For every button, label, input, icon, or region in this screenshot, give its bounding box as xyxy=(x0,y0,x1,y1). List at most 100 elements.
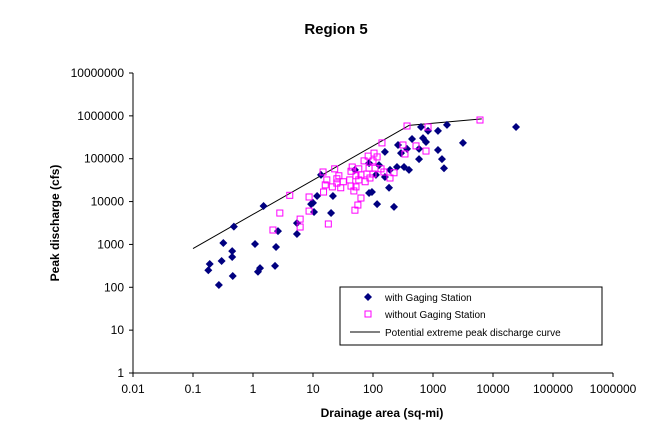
gaged-station-point xyxy=(327,209,336,218)
y-tick-label: 10000000 xyxy=(71,66,125,80)
x-tick-label: 100000 xyxy=(533,382,573,396)
gaged-station-point xyxy=(367,188,376,197)
chart-title: Region 5 xyxy=(304,21,367,38)
ungaged-station-point xyxy=(269,226,277,234)
gaged-station-point xyxy=(205,259,214,268)
ungaged-station-point xyxy=(424,123,432,131)
legend-diamond-marker xyxy=(364,293,372,301)
legend-label-curve: Potential extreme peak discharge curve xyxy=(385,328,561,339)
gaged-station-point xyxy=(271,261,280,270)
x-tick-label: 1000000 xyxy=(590,382,637,396)
y-tick-label: 1000000 xyxy=(77,109,124,123)
gaged-station-point xyxy=(380,172,389,181)
gaged-station-point xyxy=(204,266,213,275)
gaged-station-point xyxy=(228,252,237,261)
ungaged-station-point xyxy=(346,176,354,184)
ungaged-station-point xyxy=(369,157,377,165)
gaged-station-point xyxy=(217,257,226,266)
gaged-station-point xyxy=(229,222,238,231)
gaged-station-point xyxy=(380,147,389,156)
gaged-station-point xyxy=(214,281,223,290)
x-tick-label: 100 xyxy=(363,382,383,396)
gaged-station-point xyxy=(390,202,399,211)
ungaged-station-point xyxy=(324,220,332,228)
ungaged-station-point xyxy=(364,152,372,160)
ungaged-station-point xyxy=(331,165,339,173)
gaged-station-point xyxy=(512,122,521,131)
extreme-discharge-curve xyxy=(192,118,482,250)
x-tick-label: 10000 xyxy=(476,382,510,396)
ungaged-station-point xyxy=(401,150,409,158)
ungaged-station-point xyxy=(348,163,356,171)
gaged-station-point xyxy=(417,122,426,131)
ungaged-station-point xyxy=(412,142,420,150)
ungaged-station-point xyxy=(350,187,358,195)
ungaged-station-point xyxy=(319,168,327,176)
y-tick-label: 10 xyxy=(111,323,125,337)
ungaged-station-point xyxy=(352,183,360,191)
gaged-station-point xyxy=(253,267,262,276)
gaged-station-point xyxy=(309,198,317,207)
gaged-station-point xyxy=(310,208,319,217)
ungaged-station-point xyxy=(386,174,394,182)
ungaged-station-point xyxy=(361,178,369,186)
legend-label-gaged: with Gaging Station xyxy=(384,293,472,304)
y-tick-label: 100 xyxy=(104,280,124,294)
ungaged-station-point xyxy=(305,193,313,201)
ungaged-station-point xyxy=(305,207,313,215)
gaged-station-point xyxy=(228,272,237,281)
y-tick-label: 1 xyxy=(117,366,124,380)
ungaged-station-point xyxy=(321,181,329,189)
gaged-station-point xyxy=(292,230,301,239)
gaged-station-point xyxy=(439,164,448,173)
gaged-station-point xyxy=(328,191,337,200)
legend-label-ungaged: without Gaging Station xyxy=(384,310,486,321)
ungaged-station-point xyxy=(351,206,359,214)
x-tick-label: 0.01 xyxy=(121,382,145,396)
x-tick-label: 1000 xyxy=(420,382,447,396)
gaged-station-point xyxy=(272,243,281,252)
gaged-station-point xyxy=(458,138,467,147)
gaged-station-point xyxy=(251,240,260,249)
gaged-station-point xyxy=(313,191,322,200)
gaged-station-point xyxy=(385,183,394,192)
ungaged-station-point xyxy=(360,157,368,165)
gaged-station-point xyxy=(392,163,401,172)
gaged-station-point xyxy=(259,201,268,210)
legend-box xyxy=(339,286,603,346)
legend: with Gaging Station without Gaging Stati… xyxy=(339,286,603,346)
y-tick-label: 1000 xyxy=(97,237,124,251)
ungaged-station-point xyxy=(347,167,355,175)
legend-square-marker xyxy=(364,310,372,318)
ungaged-station-point xyxy=(373,153,381,161)
x-tick-label: 0.1 xyxy=(185,382,202,396)
ungaged-station-point xyxy=(357,171,365,179)
axes: 0.01 0.1 1 10 100 1000 10000 100000 1000000 1 10 10… xyxy=(71,66,637,396)
ungaged-station-point xyxy=(403,122,411,130)
ungaged-station-point xyxy=(399,141,407,149)
gaged-station-point xyxy=(385,165,394,174)
gaged-station-point xyxy=(403,144,412,153)
ungaged-station-point xyxy=(286,191,294,199)
ungaged-station-point xyxy=(337,184,345,192)
ungaged-station-point xyxy=(378,139,386,147)
ungaged-station-point xyxy=(366,174,374,182)
gaged-station-point xyxy=(437,155,446,164)
gaged-station-point xyxy=(421,138,430,147)
gaged-station-point xyxy=(228,247,237,256)
ungaged-station-point xyxy=(339,178,347,186)
gaged-station-point xyxy=(424,126,433,135)
gaged-station-point xyxy=(415,155,424,164)
x-tick-label: 10 xyxy=(306,382,320,396)
ungaged-station-point xyxy=(323,176,331,184)
y-tick-label: 100000 xyxy=(84,152,124,166)
gaged-station-point xyxy=(433,126,442,135)
gaged-station-point xyxy=(442,120,451,129)
gaged-station-point xyxy=(292,219,301,228)
ungaged-station-point xyxy=(390,169,398,177)
gaged-station-point xyxy=(408,135,417,144)
gaged-station-point xyxy=(397,149,406,158)
ungaged-station-point xyxy=(320,188,328,196)
ungaged-station-point xyxy=(328,183,336,191)
